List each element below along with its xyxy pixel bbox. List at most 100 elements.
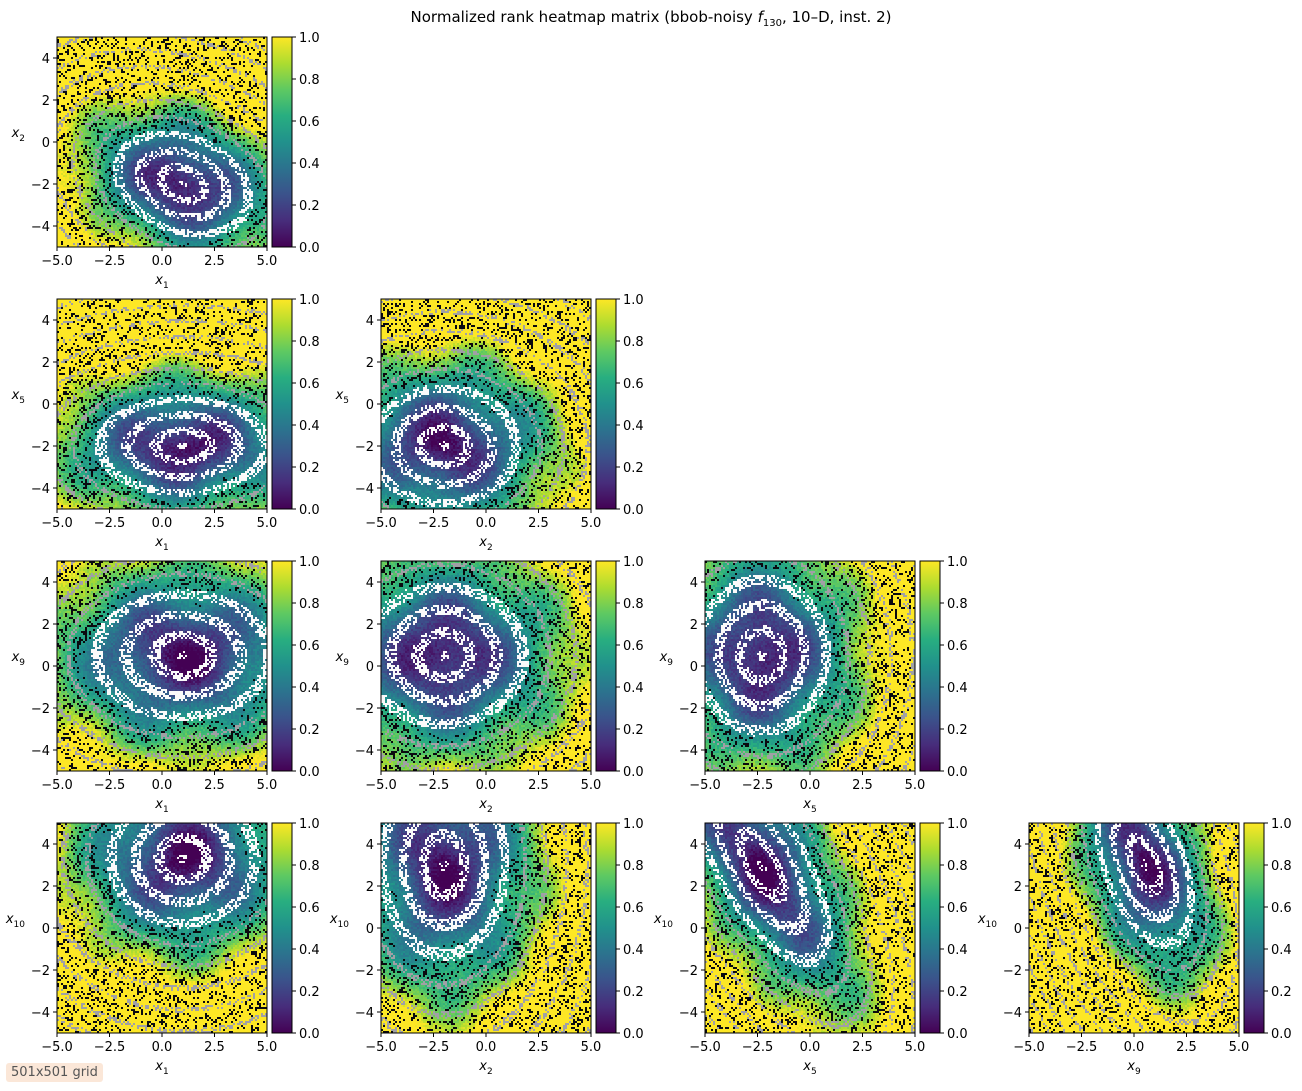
x-tick-label: 5.0: [581, 1040, 602, 1055]
x-tick-label: 0.0: [476, 1040, 497, 1055]
x-tick-label: 2.5: [852, 778, 873, 793]
x-tick-label: 5.0: [905, 778, 926, 793]
x-tick-label: 2.5: [1176, 1040, 1197, 1055]
figure-title: Normalized rank heatmap matrix (bbob-noi…: [410, 8, 892, 29]
colorbar-tick-label: 0.6: [299, 639, 320, 654]
y-tick-label: −2: [355, 964, 374, 979]
colorbar: [1243, 822, 1265, 1034]
colorbar-tick-label: 0.8: [299, 859, 320, 874]
heatmap-image: [381, 823, 591, 1033]
x-axis-label: x5: [802, 797, 816, 815]
y-tick-label: 0: [690, 660, 698, 675]
colorbar: [271, 822, 293, 1034]
y-tick-label: 2: [690, 618, 698, 633]
y-axis-label: x5: [11, 388, 25, 406]
colorbar: [919, 822, 941, 1034]
colorbar-tick-label: 0.2: [299, 985, 320, 1000]
colorbar-tick-label: 0.6: [623, 377, 644, 392]
y-tick-label: −4: [1003, 1006, 1022, 1021]
y-tick-label: −4: [679, 744, 698, 759]
y-tick-label: −2: [31, 440, 50, 455]
colorbar-tick-label: 0.8: [947, 859, 968, 874]
x-tick-label: 0.0: [152, 1040, 173, 1055]
y-tick-label: −4: [355, 744, 374, 759]
x-axis-label: x1: [154, 1059, 168, 1077]
colorbar: [595, 560, 617, 772]
y-tick-label: 0: [366, 660, 374, 675]
colorbar-tick-label: 0.4: [1271, 943, 1292, 958]
x-tick-label: 0.0: [800, 778, 821, 793]
colorbar-tick-label: 0.0: [299, 241, 320, 256]
x-tick-label: −2.5: [94, 1040, 126, 1055]
colorbar-tick-label: 0.4: [623, 943, 644, 958]
colorbar-tick-label: 0.8: [299, 597, 320, 612]
x-tick-label: 0.0: [476, 516, 497, 531]
panel-x1-x10: −5.0 −2.5 0.0 2.5 5.0 −4 −2 0 2 4 x1 x10 0.0 0.2 0.4 0.…: [5, 817, 320, 1077]
colorbar-tick-label: 1.0: [623, 293, 644, 308]
y-tick-label: 2: [42, 356, 50, 371]
colorbar-tick-label: 0.0: [947, 765, 968, 780]
colorbar-tick-label: 0.6: [947, 901, 968, 916]
colorbar-tick-label: 0.2: [623, 985, 644, 1000]
y-tick-label: −4: [355, 1006, 374, 1021]
y-tick-label: 0: [690, 922, 698, 937]
y-tick-label: −2: [31, 178, 50, 193]
y-tick-label: −2: [679, 702, 698, 717]
heatmap-image: [381, 561, 591, 771]
x-tick-label: 0.0: [476, 778, 497, 793]
x-tick-label: 2.5: [204, 778, 225, 793]
colorbar: [271, 298, 293, 510]
colorbar-tick-label: 1.0: [947, 555, 968, 570]
x-axis-label: x5: [802, 1059, 816, 1077]
colorbar-tick-label: 0.0: [299, 1027, 320, 1042]
colorbar-tick-label: 0.2: [623, 723, 644, 738]
x-tick-label: −5.0: [365, 1040, 397, 1055]
heatmap-image: [705, 823, 915, 1033]
colorbar-tick-label: 1.0: [299, 555, 320, 570]
colorbar-tick-label: 0.4: [623, 419, 644, 434]
x-tick-label: 5.0: [581, 778, 602, 793]
colorbar-tick-label: 0.4: [299, 157, 320, 172]
x-tick-label: −5.0: [41, 516, 73, 531]
panel-x9-x10: −5.0 −2.5 0.0 2.5 5.0 −4 −2 0 2 4 x9 x10 0.0 0.2 0.4 0.…: [977, 817, 1292, 1077]
x-tick-label: 5.0: [1229, 1040, 1250, 1055]
x-tick-label: −5.0: [41, 254, 73, 269]
colorbar-tick-label: 0.6: [299, 901, 320, 916]
y-tick-label: 4: [366, 576, 374, 591]
y-tick-label: 2: [366, 880, 374, 895]
y-axis-label: x10: [329, 912, 349, 930]
x-tick-label: −2.5: [94, 778, 126, 793]
colorbar-tick-label: 0.2: [299, 199, 320, 214]
colorbar-tick-label: 0.4: [299, 943, 320, 958]
x-tick-label: 2.5: [204, 1040, 225, 1055]
x-tick-label: 0.0: [1124, 1040, 1145, 1055]
grid-size-badge: 501x501 grid: [6, 1063, 103, 1082]
y-axis-label: x10: [5, 912, 25, 930]
colorbar-tick-label: 1.0: [947, 817, 968, 832]
x-tick-label: −5.0: [365, 778, 397, 793]
colorbar-tick-label: 1.0: [299, 817, 320, 832]
x-tick-label: 2.5: [852, 1040, 873, 1055]
colorbar-tick-label: 0.0: [299, 765, 320, 780]
colorbar-tick-label: 0.8: [623, 859, 644, 874]
heatmap-image: [1029, 823, 1239, 1033]
panel-x2-x9: −5.0 −2.5 0.0 2.5 5.0 −4 −2 0 2 4 x2 x9 0.0 0.2 0.4 0.6…: [335, 555, 644, 815]
y-tick-label: −4: [679, 1006, 698, 1021]
x-axis-label: x2: [478, 1059, 492, 1077]
colorbar-tick-label: 0.6: [299, 115, 320, 130]
x-tick-label: 5.0: [257, 516, 278, 531]
x-tick-label: 5.0: [257, 254, 278, 269]
x-tick-label: −2.5: [742, 1040, 774, 1055]
y-tick-label: −2: [679, 964, 698, 979]
colorbar-tick-label: 0.8: [623, 597, 644, 612]
colorbar-tick-label: 0.0: [623, 765, 644, 780]
x-tick-label: −2.5: [94, 516, 126, 531]
y-tick-label: 4: [42, 52, 50, 67]
y-tick-label: 2: [366, 618, 374, 633]
y-tick-label: −4: [31, 220, 50, 235]
colorbar-tick-label: 0.0: [1271, 1027, 1292, 1042]
heatmap-image: [57, 823, 267, 1033]
y-tick-label: 4: [1014, 838, 1022, 853]
x-tick-label: −2.5: [94, 254, 126, 269]
